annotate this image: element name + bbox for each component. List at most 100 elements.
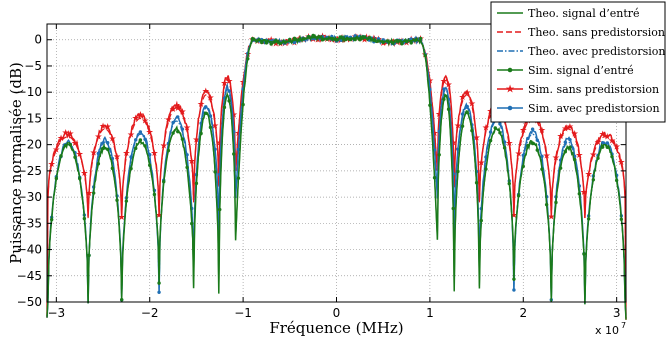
- data-point: ★: [613, 143, 621, 153]
- y-tick-label: −45: [17, 269, 42, 283]
- x-exponent-power: 7: [621, 321, 626, 330]
- data-point: [306, 35, 311, 39]
- data-point: [330, 36, 334, 41]
- data-point: [488, 138, 493, 143]
- data-point: [344, 37, 348, 42]
- data-point: [526, 136, 530, 141]
- data-point: ★: [206, 93, 214, 103]
- data-point: [143, 144, 147, 148]
- data-point: ★: [178, 107, 186, 117]
- data-point: [134, 138, 138, 142]
- data-point: [460, 112, 465, 116]
- data-point: [87, 253, 91, 258]
- data-point: ★: [220, 79, 228, 89]
- data-point: [614, 178, 619, 183]
- data-point: ★: [473, 133, 481, 143]
- data-point: ★: [150, 149, 158, 159]
- data-point: [535, 138, 539, 142]
- data-point: ★: [80, 169, 88, 179]
- data-point: ★: [62, 129, 70, 139]
- data-point: [437, 153, 441, 157]
- data-point: [521, 153, 525, 157]
- data-point: [484, 155, 488, 159]
- data-point: [605, 145, 610, 149]
- data-point: [586, 217, 591, 221]
- data-point: ★: [561, 124, 569, 134]
- data-point: ★: [211, 122, 219, 132]
- data-point: ★: [85, 189, 93, 199]
- legend-box: [490, 1, 666, 123]
- legend-marker: [507, 67, 513, 73]
- data-point: [544, 202, 549, 207]
- data-point: [572, 157, 577, 162]
- data-point: ★: [403, 38, 411, 48]
- data-point: [190, 221, 194, 226]
- data-point: [582, 252, 586, 256]
- data-point: ★: [202, 87, 210, 97]
- data-point: [465, 110, 469, 114]
- data-point: [157, 290, 161, 294]
- data-point: [157, 281, 161, 285]
- data-point: [540, 154, 544, 159]
- data-point: [428, 103, 432, 107]
- data-point: [148, 163, 152, 167]
- data-point: ★: [463, 88, 471, 98]
- data-point: ★: [505, 139, 513, 149]
- data-point: [456, 169, 460, 174]
- data-point: ★: [113, 152, 121, 162]
- data-point: ★: [188, 157, 196, 167]
- data-point: [129, 166, 133, 171]
- data-point: ★: [379, 39, 387, 49]
- data-point: [446, 107, 451, 111]
- data-point: [577, 192, 582, 196]
- data-point: [610, 154, 614, 159]
- data-point: [442, 97, 446, 101]
- data-point: [213, 170, 217, 174]
- data-point: [274, 38, 278, 42]
- data-point: [563, 140, 567, 144]
- data-point: [77, 176, 82, 181]
- data-point: [68, 143, 73, 147]
- data-point: [302, 37, 306, 41]
- data-point: ★: [127, 130, 135, 140]
- data-point: [222, 105, 227, 110]
- data-point: [148, 152, 152, 157]
- data-point: [488, 130, 493, 134]
- data-point: [381, 40, 385, 45]
- data-point: ★: [216, 139, 224, 149]
- data-point: ★: [589, 150, 597, 160]
- data-point: ★: [66, 129, 74, 139]
- data-point: [171, 131, 175, 135]
- data-point: ★: [160, 142, 168, 152]
- data-point: [185, 165, 189, 170]
- data-point: [479, 218, 483, 223]
- data-point: [358, 38, 362, 42]
- data-point: [526, 143, 530, 148]
- data-point: [460, 124, 465, 128]
- data-point: [474, 181, 479, 185]
- data-point: [194, 181, 199, 186]
- data-point: [451, 206, 455, 211]
- data-point: [278, 41, 283, 45]
- data-point: ★: [48, 160, 56, 170]
- data-point: [493, 126, 497, 130]
- data-point: [96, 151, 101, 156]
- data-point: ★: [164, 115, 172, 125]
- data-point: [465, 104, 469, 109]
- y-tick-label: −40: [17, 243, 42, 257]
- tick-marks: [47, 24, 626, 303]
- x-tick-label: 3: [613, 306, 621, 320]
- data-point: [292, 40, 297, 45]
- data-point: [386, 39, 390, 43]
- data-point: ★: [108, 134, 116, 144]
- data-point: ★: [52, 146, 60, 156]
- data-point: [162, 180, 166, 184]
- y-tick-label: −25: [17, 164, 42, 178]
- data-point: [600, 145, 605, 149]
- legend-label: Sim. sans predistorsion: [528, 83, 659, 96]
- data-point: [176, 129, 180, 134]
- data-point: [208, 114, 213, 118]
- data-point: ★: [225, 77, 233, 87]
- data-point: [106, 141, 110, 145]
- data-point: [568, 145, 572, 149]
